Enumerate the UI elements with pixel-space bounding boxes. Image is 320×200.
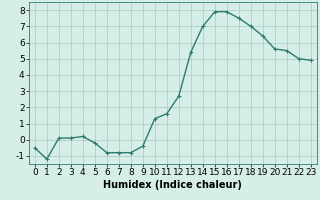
X-axis label: Humidex (Indice chaleur): Humidex (Indice chaleur) bbox=[103, 180, 242, 190]
